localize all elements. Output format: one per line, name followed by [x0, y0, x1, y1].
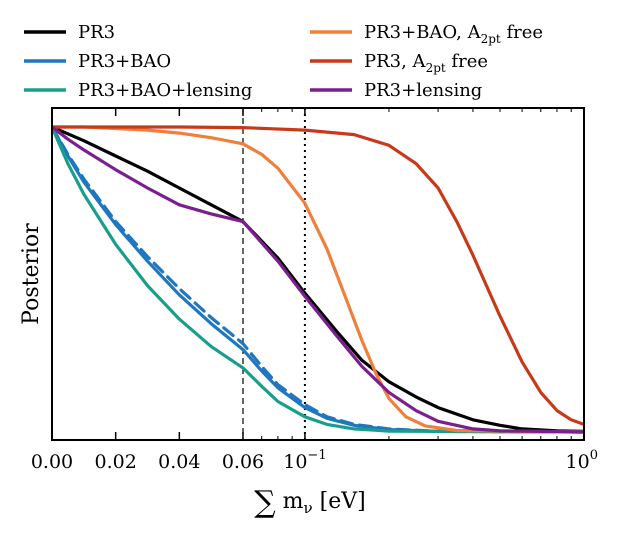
reference-lines: [242, 108, 306, 440]
series-line-6: [52, 125, 584, 434]
plot-frame: [51, 107, 585, 441]
legend-label-4: PR3, A2pt free: [364, 51, 488, 75]
legend-label-1: PR3+BAO: [78, 51, 171, 72]
series-line-5: [52, 125, 584, 426]
series-line-1: [52, 125, 584, 434]
legend: PR3 PR3+BAO PR3+BAO+lensing PR3+BAO, A2pt f…: [24, 22, 543, 101]
x-tick-label-4: 10−1: [283, 448, 326, 473]
x-tick-label-3: 0.06: [222, 451, 264, 473]
series-group: [52, 125, 584, 434]
x-tick-label-0: 0.00: [31, 451, 73, 473]
series-line-0: [52, 125, 584, 433]
plot-area: [51, 107, 585, 441]
legend-label-3: PR3+BAO, A2pt free: [364, 22, 543, 46]
legend-label-0: PR3: [78, 22, 115, 43]
x-tick-label-1: 0.02: [95, 451, 137, 473]
x-tick-label-5: 100: [566, 448, 598, 473]
svg-text:∑ mν [eV]: ∑ mν [eV]: [254, 485, 365, 520]
series-line-4: [52, 125, 584, 434]
x-axis: 0.00 0.02 0.04 0.06 10−1 100: [31, 108, 598, 473]
legend-label-2: PR3+BAO+lensing: [78, 80, 252, 101]
x-axis-label: ∑ mν [eV]: [254, 485, 365, 520]
series-line-3: [52, 125, 584, 434]
series-line-2: [52, 125, 584, 434]
legend-label-5: PR3+lensing: [364, 80, 482, 101]
x-tick-label-2: 0.04: [158, 451, 200, 473]
y-axis-label: Posterior: [19, 223, 44, 325]
